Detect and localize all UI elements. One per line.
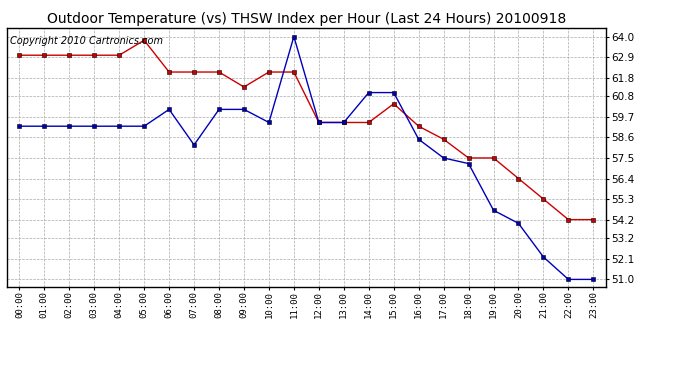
Title: Outdoor Temperature (vs) THSW Index per Hour (Last 24 Hours) 20100918: Outdoor Temperature (vs) THSW Index per … (47, 12, 566, 26)
Text: Copyright 2010 Cartronics.com: Copyright 2010 Cartronics.com (10, 36, 163, 46)
